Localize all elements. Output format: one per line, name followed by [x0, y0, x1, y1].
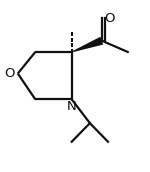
Polygon shape	[72, 37, 103, 52]
Text: O: O	[104, 12, 115, 25]
Text: O: O	[4, 67, 15, 80]
Text: N: N	[67, 100, 77, 112]
